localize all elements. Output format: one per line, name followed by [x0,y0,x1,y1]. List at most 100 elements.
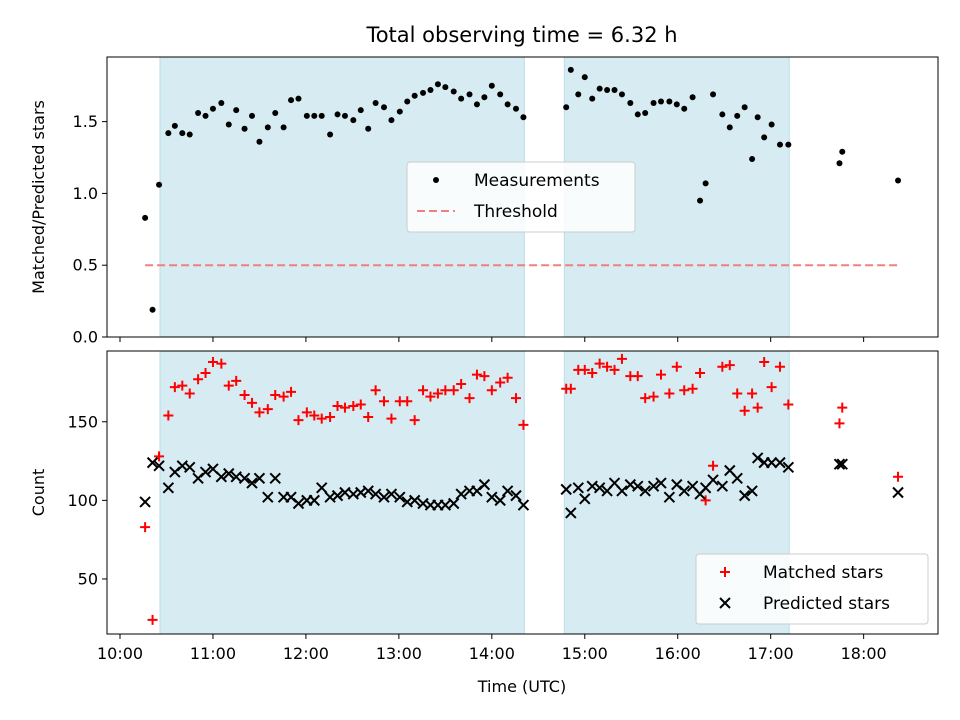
data-point [253,472,266,485]
panel-counts: 50 100 150 10:00 11:00 12:00 13:00 14:00 15:00 16… [29,350,939,663]
data-point [215,471,228,483]
data-point [656,369,666,380]
legend-label: Threshold [473,202,558,222]
legend-label: Predicted stars [763,594,890,614]
data-point [834,418,845,429]
data-point [604,87,611,94]
legend-marker [720,567,730,577]
data-point [156,181,163,188]
data-point [658,98,664,105]
data-point [634,111,641,118]
plot-frame [106,56,939,338]
data-point [372,99,379,106]
data-point [893,471,904,482]
x-tick-label: 15:00 [562,644,608,663]
data-point [169,382,180,393]
data-point [162,482,175,494]
data-point [593,482,606,494]
data-point [589,95,596,102]
x-tick-label: 11:00 [190,644,236,663]
data-point [494,494,506,507]
data-point [648,391,659,402]
data-point [501,485,514,497]
data-point [458,95,465,102]
data-point [518,419,529,430]
data-point [751,452,764,464]
data-point [478,478,491,491]
data-point [563,104,570,111]
x-tick-label: 10:00 [97,644,143,663]
data-point [316,482,328,494]
data-point [510,393,521,404]
data-point [408,494,421,507]
data-point [199,466,212,478]
y-tick-label: 1.5 [73,112,98,131]
data-point [418,385,429,396]
data-point [456,379,467,390]
data-point [765,456,778,469]
data-point [292,497,305,510]
x-tick-label: 14:00 [469,644,515,663]
data-point [716,480,729,492]
panel-ratio: 0.0 0.5 1.0 1.5 Matched/Predicted stars Measu… [29,56,939,347]
data-point [262,491,274,503]
data-point [301,407,312,418]
y-tick-label: 100 [67,491,98,510]
y-tick-label: 1.0 [73,184,98,203]
data-point [272,110,279,116]
data-point [325,412,336,423]
data-point [664,388,675,399]
data-point [311,112,318,119]
data-point [249,112,256,119]
chart-title: Total observing time = 6.32 h [365,23,677,47]
data-point [246,477,258,489]
data-point [165,130,172,137]
legend-box [406,161,636,233]
data-point [316,413,327,424]
data-point [609,364,620,375]
data-point [425,391,436,402]
data-point [587,368,598,379]
data-point [579,364,590,375]
data-point [450,88,457,95]
data-point [362,485,374,497]
data-point [464,393,475,404]
data-point [759,357,770,368]
data-point [486,385,497,396]
data-point [836,458,848,470]
data-point [303,112,310,119]
x-tick-label: 17:00 [748,644,794,663]
y-tick-label: 0.5 [73,256,98,275]
data-point [837,402,848,413]
data-point [681,105,688,112]
data-point [379,396,389,407]
data-point [163,410,174,421]
y-tick-label: 150 [67,412,98,431]
data-point [717,361,728,372]
data-point [269,472,281,485]
data-point [177,380,188,391]
data-point [348,401,359,412]
data-point [697,197,704,204]
series-matched-stars [140,353,904,625]
data-point [434,81,441,88]
data-point [687,383,698,394]
y-axis-label: Count [29,469,48,517]
data-point [632,371,643,382]
y-tick-label: 0.0 [73,328,98,347]
data-point [707,474,719,486]
data-point [369,488,382,500]
data-point [512,105,519,112]
data-point [695,368,706,379]
data-point [517,499,530,511]
legend: Measurements Threshold [406,161,636,233]
data-point [602,361,613,372]
data-point [836,160,843,167]
data-point [754,114,761,121]
legend-marker [433,177,439,183]
y-axis-label: Matched/Predicted stars [29,100,48,294]
x-tick-label: 18:00 [841,644,887,663]
data-point [309,410,320,421]
data-point [618,91,625,98]
legend-marker [719,597,731,609]
